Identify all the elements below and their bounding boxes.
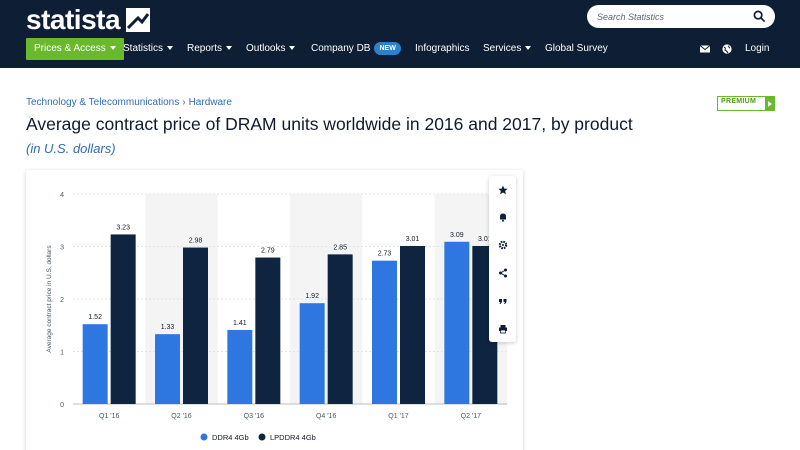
nav-prices-access[interactable]: Prices & Access [26, 38, 124, 60]
bar-ddr4 [299, 303, 325, 404]
nav-infographics-label: Infographics [415, 43, 470, 54]
chevron-down-icon [226, 46, 233, 51]
legend-label: LPDDR4 4Gb [270, 433, 316, 442]
chevron-down-icon [109, 46, 116, 51]
print-icon [498, 324, 507, 333]
bar-lpddr4 [327, 254, 353, 404]
quote-icon [498, 298, 506, 304]
data-label: 1.92 [305, 293, 319, 300]
y-tick-label: 3 [60, 245, 64, 252]
premium-arrow-icon [765, 97, 774, 110]
nav-statistics[interactable]: Statistics [123, 38, 174, 60]
notification-button[interactable] [489, 203, 516, 230]
nav-services[interactable]: Services [483, 38, 532, 60]
data-label: 3.01 [406, 236, 420, 243]
chevron-down-icon [167, 46, 174, 51]
x-tick-label: Q1 '17 [388, 413, 409, 420]
settings-button[interactable] [489, 231, 516, 258]
nav-outlooks-label: Outlooks [246, 43, 286, 54]
top-header: statista Prices & Access Statistics Repo… [0, 0, 800, 68]
search-bar [587, 5, 775, 28]
gear-icon [498, 240, 507, 249]
search-input[interactable] [597, 5, 747, 28]
x-tick-label: Q4 '16 [316, 413, 337, 420]
premium-badge[interactable]: PREMIUM [717, 96, 775, 111]
favorite-button[interactable] [489, 176, 516, 203]
breadcrumb-subcategory[interactable]: Hardware [188, 97, 232, 108]
cite-button[interactable] [489, 287, 516, 314]
x-tick-label: Q1 '16 [99, 413, 120, 420]
bar-ddr4 [155, 334, 180, 404]
main-nav: Prices & Access Statistics Reports Outlo… [0, 38, 800, 60]
nav-login[interactable]: Login [745, 38, 769, 60]
chevron-down-icon [525, 46, 532, 51]
nav-login-label: Login [745, 43, 770, 54]
chevron-down-icon [289, 46, 296, 51]
logo-text: statista [26, 4, 121, 35]
data-label: 1.33 [161, 324, 175, 331]
breadcrumb-separator: › [182, 97, 186, 108]
bar-lpddr4 [183, 247, 208, 404]
page-title: Average contract price of DRAM units wor… [26, 114, 633, 134]
share-icon [498, 268, 507, 277]
bar-ddr4 [227, 329, 253, 404]
bar-lpddr4 [255, 257, 281, 404]
y-tick-label: 2 [60, 297, 64, 304]
y-tick-label: 1 [60, 350, 64, 357]
x-tick-label: Q2 '16 [171, 413, 192, 420]
chart-card: 0 1 2 3 4 Average contract price in U.S. doll… [26, 170, 523, 450]
bar-chart: 0 1 2 3 4 Average contract price in U.S. doll… [46, 192, 507, 442]
data-label: 2.85 [333, 244, 347, 251]
data-label: 2.98 [189, 238, 203, 245]
nav-outlooks[interactable]: Outlooks [246, 38, 296, 60]
breadcrumb-category[interactable]: Technology & Telecommunications [26, 97, 180, 108]
breadcrumb: Technology & Telecommunications › Hardware [26, 97, 232, 108]
search-icon[interactable] [753, 10, 766, 23]
share-button[interactable] [489, 259, 516, 286]
nav-company-db[interactable]: Company DB NEW [311, 38, 401, 60]
nav-services-label: Services [483, 43, 522, 54]
y-tick-label: 0 [60, 402, 64, 409]
data-label: 1.41 [233, 320, 247, 327]
legend-marker [258, 433, 266, 441]
bar-lpddr4 [110, 234, 136, 404]
y-tick-label: 4 [60, 192, 64, 199]
data-label: 2.79 [261, 248, 275, 255]
x-tick-label: Q3 '16 [244, 413, 265, 420]
page-subtitle: (in U.S. dollars) [26, 141, 116, 156]
data-label: 3.01 [478, 236, 492, 243]
x-tick-label: Q2 '17 [461, 413, 482, 420]
new-badge: NEW [374, 41, 401, 55]
bell-icon [499, 213, 506, 222]
bar-ddr4 [444, 241, 470, 404]
print-button[interactable] [489, 315, 516, 342]
data-label: 1.52 [88, 314, 102, 321]
globe-icon[interactable] [721, 43, 733, 55]
data-label: 3.23 [116, 224, 130, 231]
data-label: 2.73 [378, 251, 392, 258]
legend-label: DDR4 4Gb [212, 433, 249, 442]
nav-reports-label: Reports [187, 43, 223, 54]
chart-actions [489, 176, 516, 342]
nav-infographics[interactable]: Infographics [415, 38, 469, 60]
nav-statistics-label: Statistics [123, 43, 164, 54]
premium-label: PREMIUM [721, 98, 757, 105]
mail-icon[interactable] [699, 43, 711, 55]
legend-marker [200, 433, 208, 441]
bar-lpddr4 [400, 245, 425, 404]
nav-reports[interactable]: Reports [187, 38, 233, 60]
data-label: 3.09 [450, 232, 464, 239]
bar-ddr4 [372, 260, 397, 404]
nav-global-survey-label: Global Survey [545, 43, 608, 54]
star-icon [497, 185, 508, 194]
bar-ddr4 [82, 324, 108, 404]
nav-global-survey[interactable]: Global Survey [545, 38, 608, 60]
statista-logo[interactable]: statista [26, 4, 151, 36]
logo-mark-icon [126, 8, 151, 32]
y-axis-label: Average contract price in U.S. dollars [46, 245, 53, 353]
nav-prices-access-label: Prices & Access [34, 43, 106, 54]
nav-company-db-label: Company DB [311, 43, 371, 54]
